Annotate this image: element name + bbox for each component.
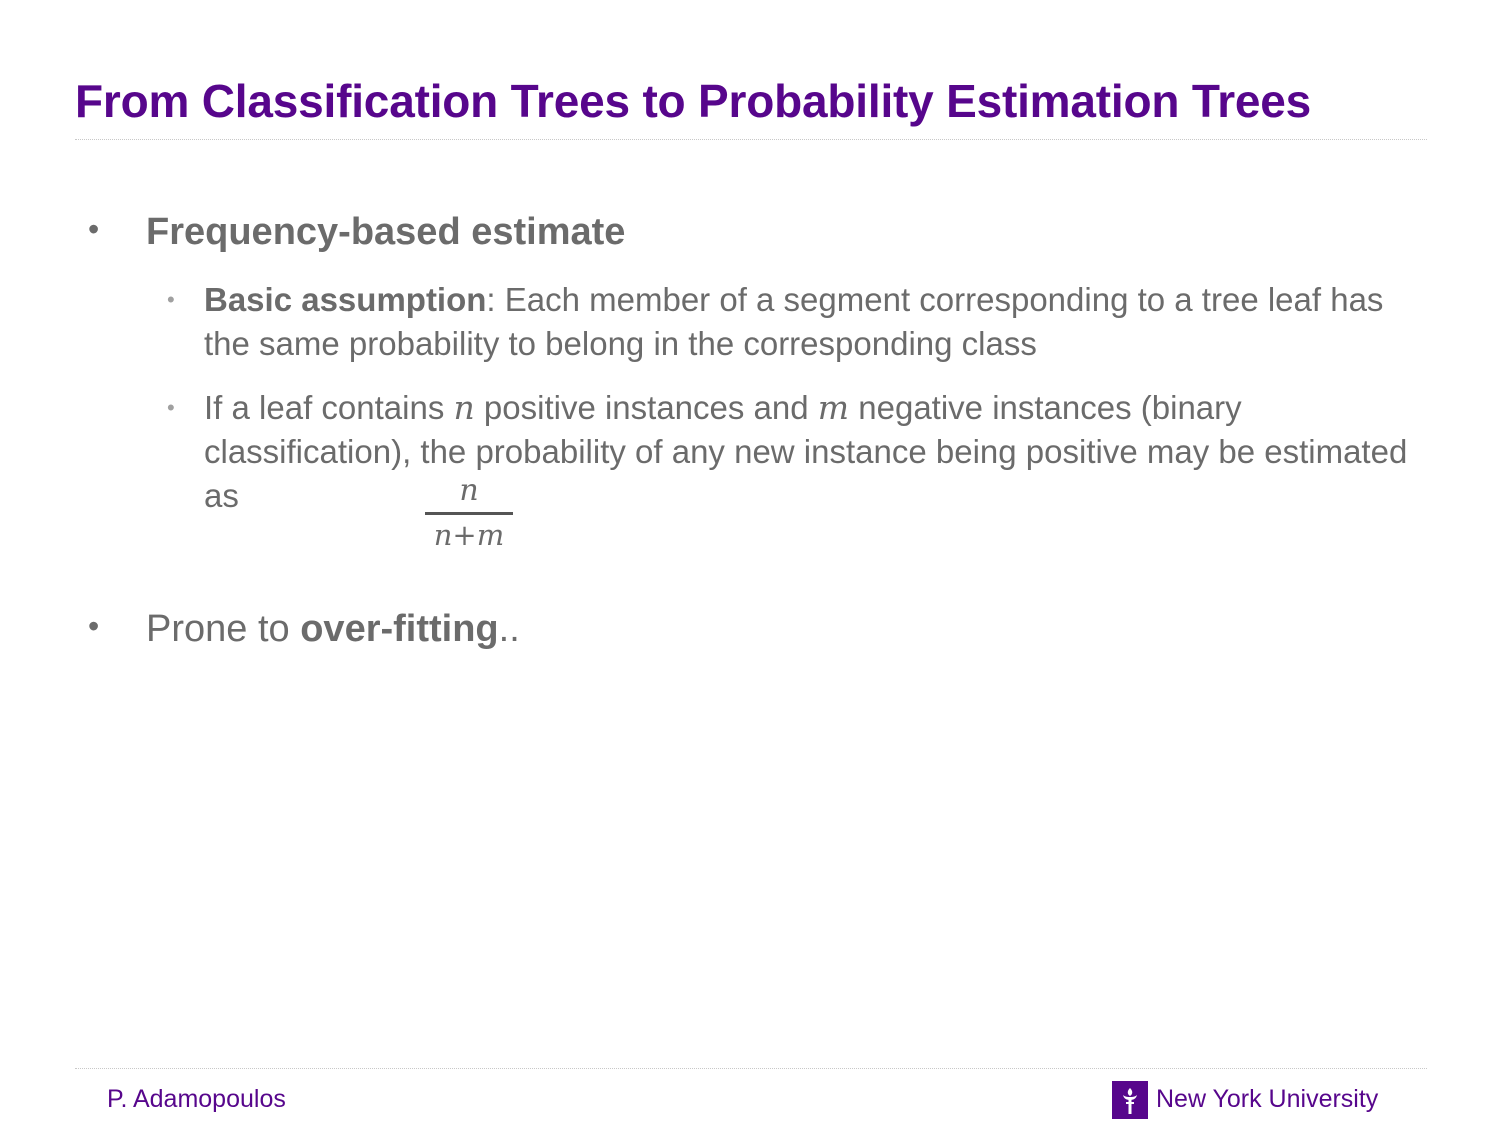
bullet-overfitting: • Prone to over-fitting.. [88, 608, 520, 651]
bullet-frequency-estimate: • Frequency-based estimate [88, 211, 626, 254]
variable-m: m [817, 388, 850, 427]
footer-author: P. Adamopoulos [107, 1085, 286, 1113]
leaf-text-3: negative instances (binary classificatio… [204, 389, 1408, 514]
probability-fraction: n n+m [425, 474, 513, 553]
overfitting-text-1: Prone to [146, 608, 301, 650]
bullet-marker: • [88, 608, 100, 644]
overfitting-text-2: .. [498, 608, 520, 650]
slide-title: From Classification Trees to Probability… [75, 75, 1312, 127]
overfitting-bold: over-fitting [300, 608, 499, 650]
fraction-bar [425, 512, 513, 515]
fraction-denominator: n+m [433, 518, 505, 552]
leaf-text-2: positive instances and [474, 389, 818, 426]
variable-n: n [453, 388, 475, 427]
footer-university: New York University [1156, 1085, 1379, 1113]
subbullet-leaf-estimate: • If a leaf contains n positive instance… [167, 386, 1414, 518]
subbullet-marker: • [167, 395, 175, 420]
title-divider [75, 139, 1427, 140]
basic-assumption-text: : Each member of a segment corresponding… [204, 281, 1384, 362]
bullet-heading: Frequency-based estimate [146, 211, 626, 253]
leaf-text-1: If a leaf contains [204, 389, 454, 426]
footer-divider [75, 1068, 1427, 1069]
subbullet-basic-assumption: • Basic assumption: Each member of a seg… [167, 278, 1414, 366]
subbullet-marker: • [167, 287, 175, 312]
bullet-marker: • [88, 211, 100, 247]
basic-assumption-label: Basic assumption [204, 281, 487, 318]
nyu-torch-icon [1112, 1081, 1148, 1119]
fraction-numerator: n [459, 473, 479, 508]
